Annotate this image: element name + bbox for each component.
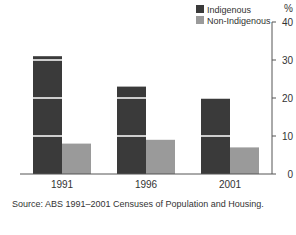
legend-swatch [196, 16, 204, 24]
category-label: 2001 [219, 179, 242, 190]
tick-label: 20 [282, 93, 294, 104]
bar [230, 147, 259, 174]
tick [272, 98, 276, 99]
axis-label: % [284, 3, 293, 14]
tick [272, 22, 276, 23]
legend-label: Non-Indigenous [207, 16, 271, 26]
tick [272, 136, 276, 137]
tick-label: 0 [287, 169, 293, 180]
bar [33, 56, 62, 174]
grid-line [20, 97, 272, 99]
grid-line [20, 135, 272, 137]
bars [20, 56, 272, 174]
tick-label: 30 [282, 55, 294, 66]
source-note: Source: ABS 1991–2001 Censuses of Popula… [12, 199, 282, 210]
tick-label: 10 [282, 131, 294, 142]
tick [272, 60, 276, 61]
grid-line [20, 59, 272, 61]
category-label: 1996 [135, 179, 158, 190]
category-label: 1991 [51, 179, 74, 190]
legend-label: Indigenous [207, 5, 252, 15]
tick [272, 174, 276, 175]
bar [62, 144, 91, 174]
x-axis [20, 174, 272, 175]
bar [146, 140, 175, 174]
tick-label: 40 [282, 17, 294, 28]
legend-swatch [196, 5, 204, 13]
bar [117, 87, 146, 174]
